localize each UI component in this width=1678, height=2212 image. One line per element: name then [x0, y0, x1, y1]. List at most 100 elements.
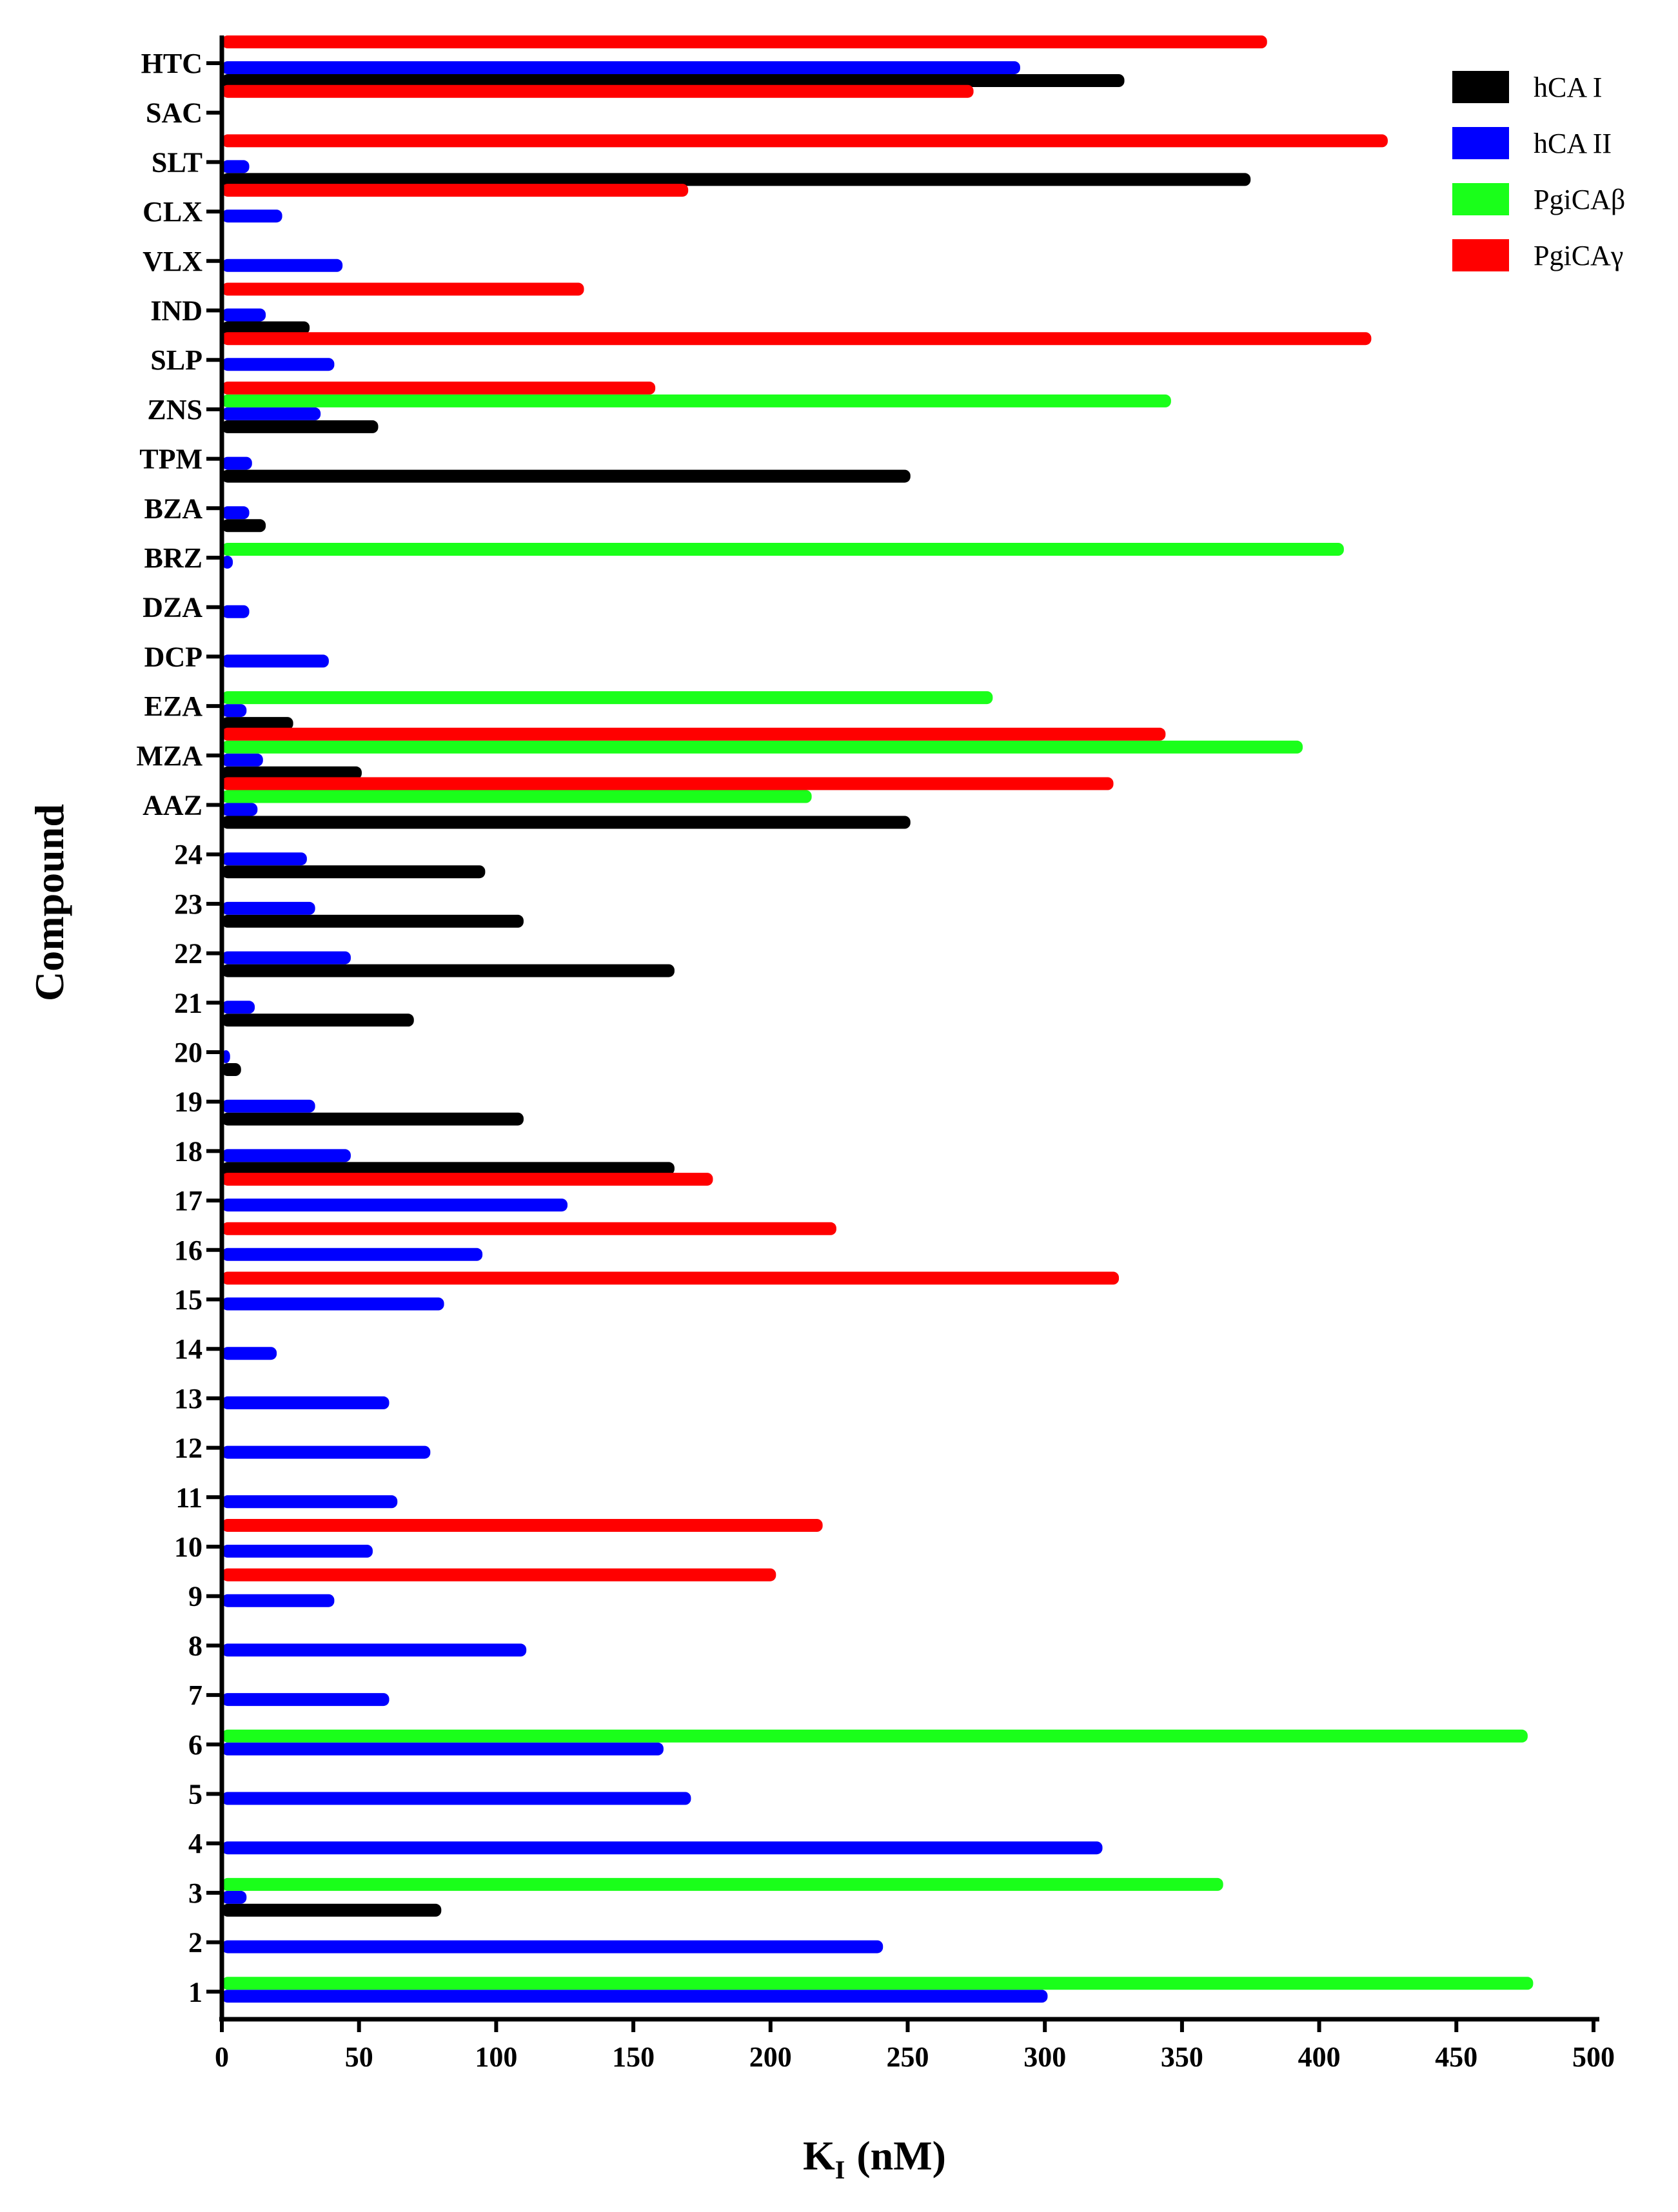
bar-hca-ii-3	[222, 1890, 247, 1904]
bar-hca-ii-7	[222, 1693, 390, 1707]
y-tick-label: AAZ	[143, 790, 202, 821]
y-tick-label: 4	[188, 1828, 202, 1859]
bar-hca-i-19	[222, 1112, 524, 1126]
y-tick-label: 16	[174, 1235, 202, 1266]
legend-swatch-pgica-	[1452, 183, 1509, 215]
x-tick-label: 450	[1435, 2041, 1477, 2073]
legend-label: hCA I	[1534, 72, 1602, 103]
y-tick-label: BRZ	[144, 542, 202, 574]
y-axis-ticks: HTC SAC SLT CLX VLX IND SLP ZNS TPM BZA BRZ DZA DCP E…	[136, 48, 222, 2008]
bar-pgica--mza	[222, 727, 1166, 741]
y-tick-label: 23	[174, 888, 202, 920]
bar-hca-i-3	[222, 1903, 442, 1917]
bar-pgica--zns	[222, 394, 1171, 407]
x-tick-label: 200	[749, 2041, 792, 2073]
bar-pgica--ind	[222, 282, 584, 296]
x-tick-label: 50	[345, 2041, 373, 2073]
bar-hca-ii-aaz	[222, 803, 258, 816]
bar-hca-ii-19	[222, 1099, 315, 1113]
bar-hca-i-22	[222, 964, 675, 977]
bar-hca-ii-11	[222, 1495, 398, 1509]
y-tick-label: 7	[188, 1679, 202, 1711]
bar-hca-ii-bza	[222, 506, 250, 520]
y-tick-label: 1	[188, 1976, 202, 2008]
bar-pgica--clx	[222, 184, 689, 197]
y-tick-label: TPM	[139, 444, 202, 475]
y-tick-label: VLX	[143, 246, 202, 277]
x-tick-label: 500	[1572, 2041, 1615, 2073]
y-tick-label: 3	[188, 1877, 202, 1909]
y-tick-label: 19	[174, 1086, 202, 1118]
bar-hca-ii-10	[222, 1545, 373, 1558]
x-tick-label: 400	[1298, 2041, 1341, 2073]
x-tick-label: 100	[475, 2041, 517, 2073]
x-tick-label: 350	[1161, 2041, 1203, 2073]
y-tick-label: SLT	[152, 146, 202, 178]
bar-hca-ii-22	[222, 951, 351, 964]
y-tick-label: 18	[174, 1135, 202, 1167]
bar-hca-ii-eza	[222, 704, 247, 718]
bar-hca-ii-1	[222, 1990, 1048, 2003]
x-axis-title: KI (nM)	[803, 2133, 946, 2184]
y-tick-label: DZA	[143, 592, 202, 623]
y-tick-label: SAC	[146, 97, 202, 129]
y-tick-label: 24	[174, 839, 202, 870]
y-tick-label: ZNS	[147, 394, 202, 426]
bar-hca-ii-14	[222, 1347, 277, 1360]
x-tick-label: 300	[1023, 2041, 1066, 2073]
bar-hca-ii-ind	[222, 308, 266, 322]
y-tick-label: 17	[174, 1185, 202, 1217]
y-tick-label: 9	[188, 1581, 202, 1612]
legend-label: hCA II	[1534, 128, 1612, 159]
bar-pgica--3	[222, 1877, 1223, 1891]
x-tick-label: 0	[215, 2041, 229, 2073]
legend-swatch-hca-ii	[1452, 127, 1509, 159]
bar-hca-ii-slt	[222, 160, 250, 173]
bar-pgica--17	[222, 1173, 713, 1186]
y-axis-title: Compound	[26, 804, 72, 1001]
y-tick-label: 22	[174, 938, 202, 970]
bar-pgica--9	[222, 1568, 776, 1581]
bar-hca-ii-16	[222, 1248, 483, 1261]
bar-hca-ii-dcp	[222, 654, 329, 668]
bar-hca-ii-2	[222, 1940, 883, 1953]
bar-hca-ii-vlx	[222, 259, 343, 272]
bar-pgica--sac	[222, 84, 974, 98]
bars-layer	[222, 35, 1534, 2003]
y-tick-label: 12	[174, 1433, 202, 1464]
y-tick-label: CLX	[143, 196, 202, 228]
bar-hca-i-18	[222, 1162, 675, 1175]
bar-hca-ii-mza	[222, 753, 263, 767]
bar-hca-i-23	[222, 914, 524, 928]
y-tick-label: HTC	[141, 48, 202, 79]
bar-hca-ii-6	[222, 1742, 664, 1756]
bar-hca-ii-8	[222, 1643, 527, 1657]
bar-pgica--brz	[222, 543, 1344, 556]
bar-hca-i-mza	[222, 766, 362, 779]
bar-hca-ii-17	[222, 1199, 568, 1212]
bar-hca-ii-18	[222, 1149, 351, 1162]
bar-hca-i-ind	[222, 321, 310, 335]
y-tick-label: 21	[174, 987, 202, 1019]
bar-hca-ii-slp	[222, 358, 335, 371]
bar-hca-ii-tpm	[222, 456, 252, 470]
bar-hca-i-tpm	[222, 469, 911, 483]
y-tick-label: 15	[174, 1284, 202, 1316]
bar-hca-ii-dza	[222, 605, 250, 618]
y-tick-label: 10	[174, 1531, 202, 1563]
bar-hca-ii-htc	[222, 61, 1020, 74]
bar-hca-ii-24	[222, 852, 307, 866]
y-tick-label: 8	[188, 1630, 202, 1661]
bar-pgica--slt	[222, 134, 1388, 148]
bar-hca-ii-clx	[222, 210, 282, 223]
bar-hca-i-aaz	[222, 816, 911, 829]
bar-hca-ii-13	[222, 1396, 390, 1409]
y-tick-label: BZA	[144, 493, 203, 524]
bar-hca-i-slt	[222, 173, 1251, 186]
bar-pgica--16	[222, 1222, 836, 1235]
y-tick-label: 6	[188, 1729, 202, 1761]
bar-hca-ii-zns	[222, 407, 321, 420]
legend: hCA I hCA II PgiCAβ PgiCAγ	[1452, 71, 1625, 271]
y-tick-label: 2	[188, 1927, 202, 1959]
